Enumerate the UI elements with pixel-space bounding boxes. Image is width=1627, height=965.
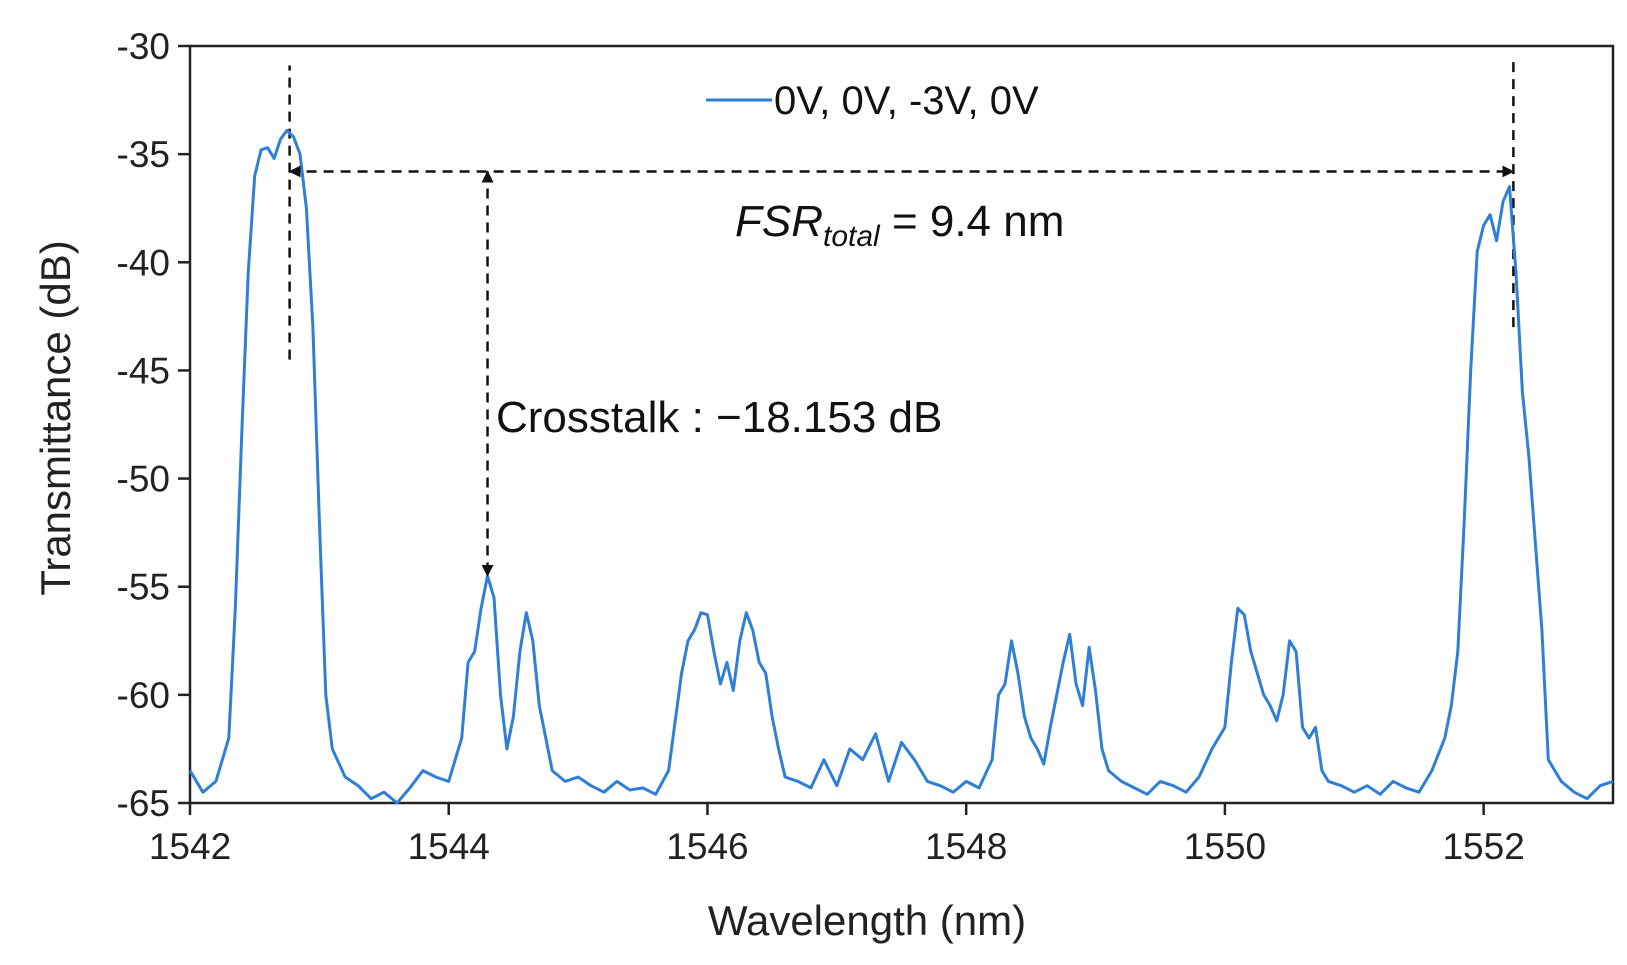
- y-axis-title: Transmittance (dB): [32, 240, 79, 596]
- series-line: [188, 128, 1614, 805]
- fsr-label: FSRtotal = 9.4 nm: [735, 197, 1064, 253]
- x-tick-label: 1550: [1184, 826, 1266, 867]
- fsr-label-main: FSR: [735, 197, 823, 246]
- y-tick-label: -35: [117, 134, 170, 175]
- x-tick-label: 1544: [408, 826, 490, 867]
- fsr-label-sub: total: [823, 220, 881, 253]
- x-tick-label: 1552: [1442, 826, 1524, 867]
- fsr-label-rest: = 9.4 nm: [880, 197, 1065, 246]
- crosstalk-label: Crosstalk : −18.153 dB: [496, 393, 942, 442]
- y-tick-label: -45: [117, 350, 170, 391]
- y-tick-label: -65: [117, 783, 170, 824]
- x-axis-title: Wavelength (nm): [708, 897, 1026, 944]
- legend-label: 0V, 0V, -3V, 0V: [774, 79, 1039, 123]
- x-tick-label: 1542: [149, 826, 231, 867]
- y-tick-label: -60: [117, 675, 170, 716]
- y-tick-label: -50: [117, 459, 170, 500]
- y-tick-label: -40: [117, 242, 170, 283]
- y-axis-ticks: -30 -35 -40 -45 -50 -55 -60 -65: [117, 26, 190, 824]
- plot-frame: [188, 44, 1615, 805]
- reference-lines: [288, 56, 1515, 360]
- x-tick-label: 1548: [925, 826, 1007, 867]
- x-tick-label: 1546: [666, 826, 748, 867]
- x-axis-ticks: 1542 1544 1546 1548 1550 1552: [149, 803, 1525, 867]
- y-tick-label: -55: [117, 567, 170, 608]
- y-tick-label: -30: [117, 26, 170, 67]
